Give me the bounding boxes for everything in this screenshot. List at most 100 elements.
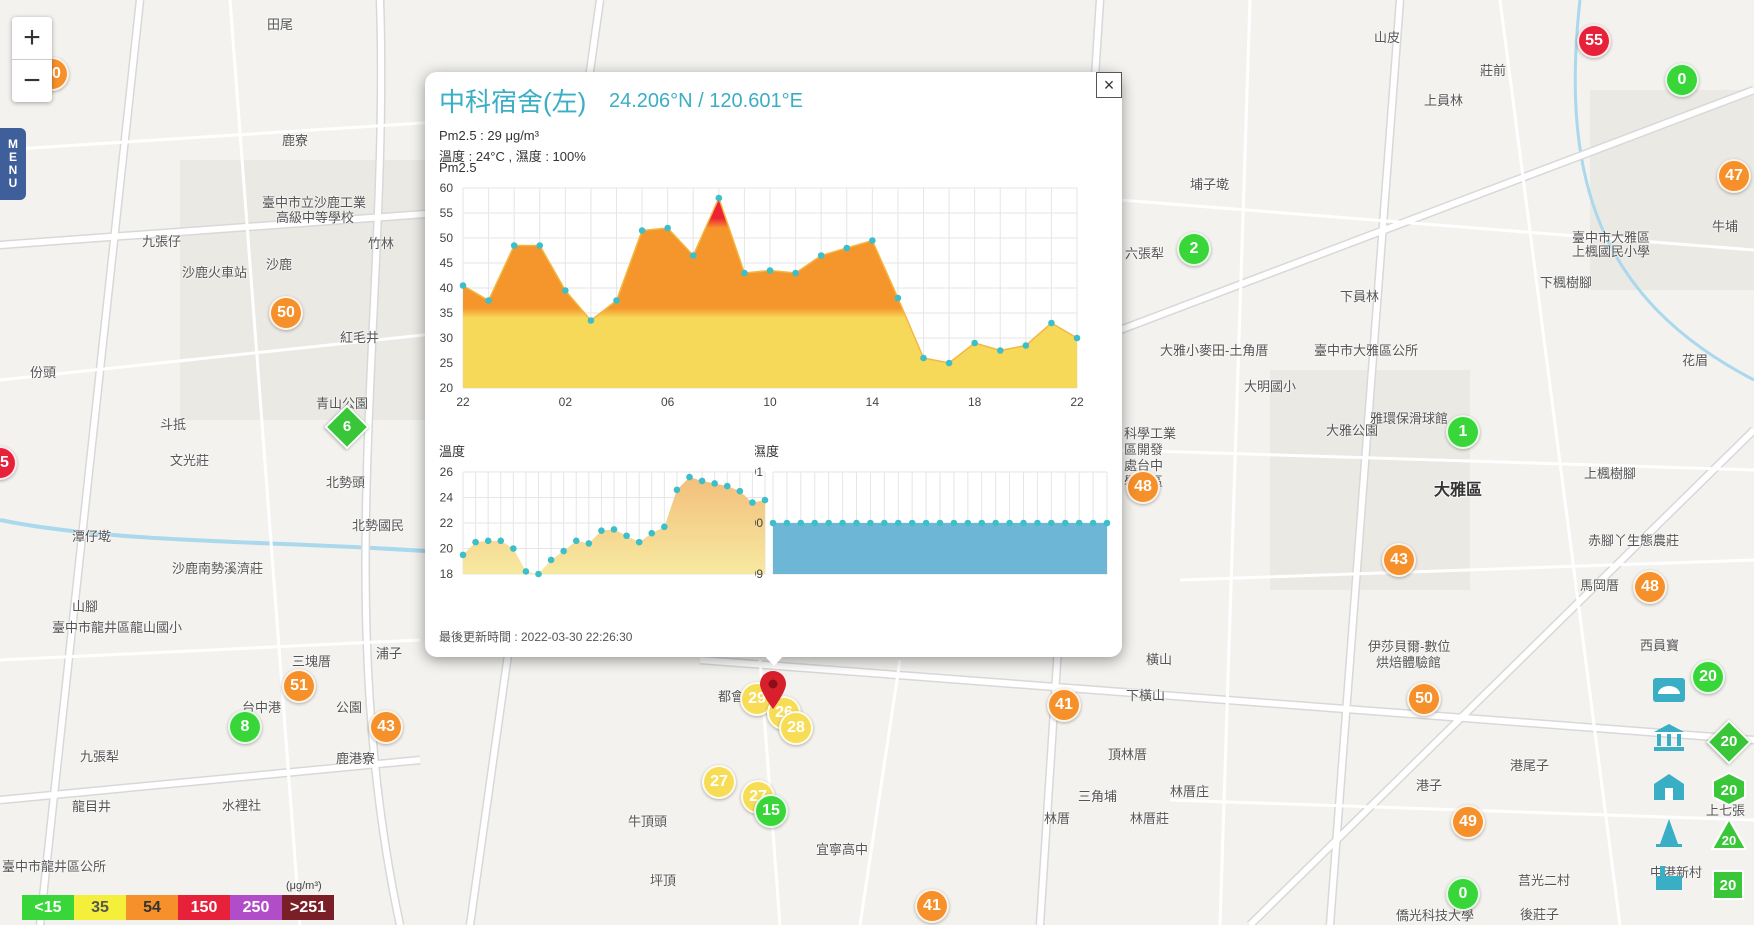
- data-point[interactable]: [869, 237, 876, 244]
- square-sensor-marker[interactable]: 20: [1712, 870, 1744, 900]
- data-point[interactable]: [610, 526, 618, 533]
- data-point[interactable]: [769, 519, 777, 527]
- data-point[interactable]: [698, 477, 706, 485]
- data-point[interactable]: [1103, 519, 1111, 527]
- data-point[interactable]: [978, 519, 986, 527]
- data-point[interactable]: [992, 519, 999, 527]
- industrial-icon[interactable]: [1652, 862, 1686, 892]
- aqi-sensor-marker[interactable]: 43: [369, 710, 403, 744]
- data-point[interactable]: [598, 527, 605, 534]
- data-point[interactable]: [843, 244, 851, 252]
- zoom-out-button[interactable]: −: [12, 59, 52, 102]
- data-point[interactable]: [1073, 334, 1081, 342]
- data-point[interactable]: [971, 339, 978, 347]
- aqi-sensor-marker[interactable]: 0: [1665, 63, 1699, 97]
- data-point[interactable]: [881, 519, 888, 527]
- data-point[interactable]: [715, 194, 723, 202]
- data-point[interactable]: [535, 570, 542, 578]
- data-point[interactable]: [1048, 519, 1055, 527]
- data-point[interactable]: [459, 551, 467, 559]
- data-point[interactable]: [741, 269, 748, 277]
- data-point[interactable]: [485, 297, 492, 304]
- aqi-sensor-marker[interactable]: 51: [282, 669, 316, 703]
- aqi-sensor-marker[interactable]: 47: [1717, 159, 1751, 193]
- data-point[interactable]: [920, 354, 927, 362]
- aqi-sensor-marker[interactable]: 8: [228, 710, 262, 744]
- data-point[interactable]: [936, 519, 944, 527]
- data-point[interactable]: [661, 523, 668, 531]
- data-point[interactable]: [1061, 519, 1069, 527]
- aqi-sensor-marker[interactable]: 15: [754, 794, 788, 828]
- aqi-sensor-marker[interactable]: 41: [1047, 688, 1081, 722]
- data-point[interactable]: [497, 537, 505, 545]
- data-point[interactable]: [587, 317, 595, 324]
- data-point[interactable]: [623, 532, 630, 540]
- data-point[interactable]: [1006, 519, 1013, 527]
- data-point[interactable]: [472, 538, 479, 546]
- data-point[interactable]: [783, 519, 791, 527]
- data-point[interactable]: [1089, 519, 1097, 527]
- aqi-sensor-marker[interactable]: 2: [1177, 232, 1211, 266]
- data-point[interactable]: [484, 537, 492, 545]
- data-point[interactable]: [686, 473, 693, 481]
- hexagon-sensor-marker[interactable]: 20: [1711, 772, 1747, 806]
- data-point[interactable]: [761, 496, 769, 504]
- school-icon[interactable]: [1652, 772, 1686, 802]
- aqi-sensor-marker[interactable]: 43: [1382, 543, 1416, 577]
- data-point[interactable]: [459, 282, 467, 289]
- aqi-sensor-marker[interactable]: 28: [779, 711, 813, 745]
- data-point[interactable]: [945, 359, 953, 367]
- data-point[interactable]: [638, 227, 646, 234]
- aqi-sensor-marker[interactable]: 49: [1451, 805, 1485, 839]
- data-point[interactable]: [839, 519, 846, 527]
- data-point[interactable]: [894, 294, 902, 302]
- data-point[interactable]: [996, 347, 1004, 354]
- location-pin-icon[interactable]: [759, 670, 787, 710]
- data-point[interactable]: [585, 540, 593, 547]
- data-point[interactable]: [749, 499, 756, 506]
- data-point[interactable]: [922, 519, 930, 527]
- data-point[interactable]: [736, 487, 744, 495]
- data-point[interactable]: [792, 269, 799, 277]
- aqi-sensor-marker[interactable]: 41: [915, 889, 949, 923]
- aqi-sensor-marker[interactable]: 48: [1633, 570, 1667, 604]
- data-point[interactable]: [673, 486, 681, 494]
- zoom-in-button[interactable]: +: [23, 21, 41, 54]
- data-point[interactable]: [689, 252, 697, 259]
- traffic-cone-icon[interactable]: [1652, 818, 1686, 848]
- data-point[interactable]: [766, 267, 774, 274]
- data-point[interactable]: [664, 224, 671, 232]
- data-point[interactable]: [572, 537, 580, 545]
- data-point[interactable]: [522, 568, 530, 575]
- data-point[interactable]: [825, 519, 832, 527]
- popup-close-button[interactable]: ×: [1096, 72, 1122, 98]
- aqi-sensor-marker[interactable]: 48: [1126, 470, 1160, 504]
- data-point[interactable]: [867, 519, 874, 527]
- data-point[interactable]: [853, 519, 860, 527]
- government-building-icon[interactable]: [1652, 722, 1686, 752]
- data-point[interactable]: [1048, 319, 1055, 327]
- data-point[interactable]: [1022, 342, 1030, 349]
- data-point[interactable]: [560, 547, 567, 555]
- data-point[interactable]: [648, 529, 656, 537]
- data-point[interactable]: [613, 297, 620, 304]
- data-point[interactable]: [711, 480, 718, 487]
- data-point[interactable]: [950, 519, 958, 527]
- data-point[interactable]: [1020, 519, 1027, 527]
- aqi-sensor-marker[interactable]: 55: [1577, 24, 1611, 58]
- data-point[interactable]: [908, 519, 916, 527]
- data-point[interactable]: [811, 519, 819, 527]
- menu-button[interactable]: M E N U: [0, 128, 26, 200]
- triangle-sensor-marker[interactable]: 20: [1711, 818, 1747, 850]
- data-point[interactable]: [723, 482, 731, 490]
- aqi-sensor-marker[interactable]: 27: [702, 765, 736, 799]
- aqi-sensor-marker[interactable]: 0: [1446, 877, 1480, 911]
- weather-station-icon[interactable]: [1652, 676, 1686, 706]
- aqi-sensor-marker[interactable]: 50: [1407, 682, 1441, 716]
- data-point[interactable]: [1034, 519, 1041, 527]
- data-point[interactable]: [562, 287, 569, 294]
- data-point[interactable]: [536, 242, 544, 249]
- data-point[interactable]: [894, 519, 902, 527]
- data-point[interactable]: [635, 538, 643, 546]
- data-point[interactable]: [547, 556, 555, 564]
